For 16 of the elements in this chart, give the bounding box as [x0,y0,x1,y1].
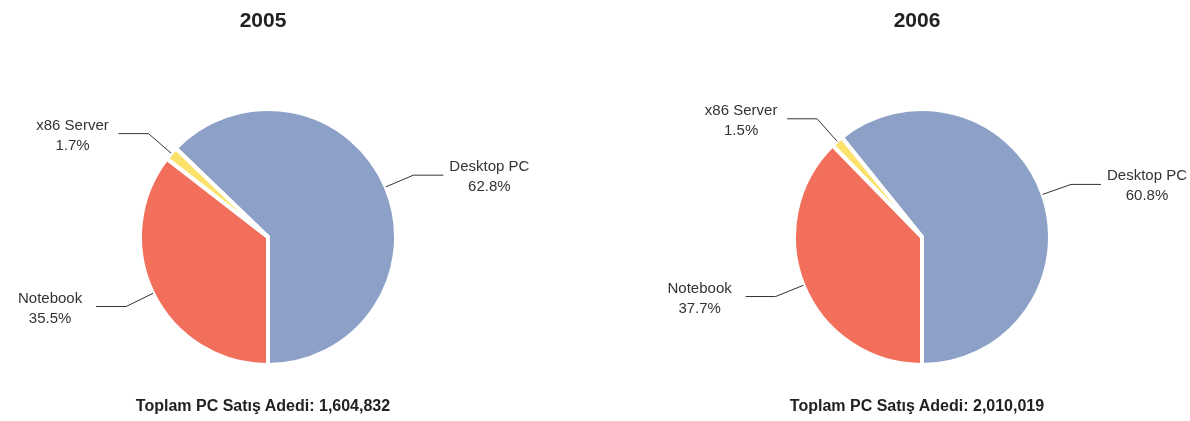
text: Toplam PC Satış Adedi: 1,604,832 [134,397,392,415]
slice-label: Desktop PC [1106,166,1188,184]
slice-label: Notebook [667,278,733,296]
slice-label: Desktop PC [449,157,530,175]
data-label: 60.8% [1125,186,1169,204]
data-label: 35.5% [28,308,72,326]
data-label: 62.8% [468,177,511,195]
data-label: 37.7% [678,298,721,316]
data-label: 1.7% [55,135,90,153]
data-label: 1.5% [724,120,759,138]
chart-title: 2005 [238,8,288,32]
slice-label: x86 Server [36,115,109,133]
slice-label: x86 Server [704,100,778,118]
slice-label: Notebook [18,288,83,306]
text: Toplam PC Satış Adedi: 2,010,019 [788,397,1046,415]
chart-title: 2006 [892,8,942,32]
